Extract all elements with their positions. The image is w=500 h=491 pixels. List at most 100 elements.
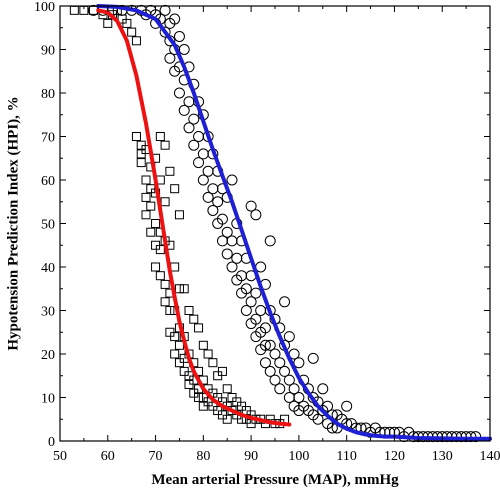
data-point-circle <box>264 365 276 377</box>
plot-frame <box>59 5 491 442</box>
x-tick-label: 130 <box>432 449 453 464</box>
data-point-circle <box>279 365 291 377</box>
data-point-circle <box>216 213 228 225</box>
data-point-square <box>174 284 184 294</box>
data-point-square <box>170 184 180 194</box>
data-point-circle <box>322 400 334 412</box>
data-point-square <box>151 262 161 272</box>
data-point-square <box>198 340 208 350</box>
y-tick-label: 30 <box>41 305 55 320</box>
data-point-circle <box>269 374 281 386</box>
data-point-circle <box>197 174 209 186</box>
data-point-square <box>165 306 175 315</box>
data-point-square <box>170 349 180 359</box>
data-point-circle <box>293 357 305 369</box>
data-point-square <box>141 192 151 202</box>
data-point-circle <box>283 374 295 386</box>
data-point-circle <box>326 422 338 434</box>
data-point-square <box>160 279 170 289</box>
data-point-circle <box>178 44 190 55</box>
data-point-circle <box>221 226 233 238</box>
data-point-square <box>203 349 213 359</box>
data-point-square <box>151 219 161 228</box>
y-tick-label: 50 <box>41 218 55 233</box>
x-tick-label: 110 <box>336 449 356 464</box>
data-point-square <box>155 271 165 281</box>
data-point-circle <box>264 235 276 247</box>
data-point-square <box>127 27 137 37</box>
data-point-square <box>155 245 165 255</box>
data-point-circle <box>207 183 219 195</box>
data-point-circle <box>169 13 181 25</box>
y-tick-label: 10 <box>41 392 55 407</box>
data-point-circle <box>312 413 324 425</box>
data-point-square <box>208 358 218 368</box>
data-point-circle <box>259 339 271 351</box>
x-tick-label: 50 <box>53 449 67 464</box>
y-axis-title: Hypotension Prediction Index (HPI), % <box>5 96 21 350</box>
x-tick-label: 100 <box>288 449 309 464</box>
y-tick-label: 80 <box>41 87 55 102</box>
data-point-circle <box>250 209 262 221</box>
fit-curve <box>96 8 292 427</box>
data-point-circle <box>288 383 300 395</box>
data-point-circle <box>183 122 195 134</box>
data-point-circle <box>259 357 271 369</box>
data-point-circle <box>307 352 319 364</box>
data-point-circle <box>269 348 281 360</box>
y-tick-label: 0 <box>48 435 55 450</box>
data-point-square <box>160 197 170 207</box>
data-point-circle <box>274 383 286 395</box>
data-point-circle <box>245 200 257 212</box>
data-point-circle <box>183 96 195 108</box>
data-point-square <box>141 210 151 220</box>
data-point-circle <box>173 87 185 99</box>
data-point-circle <box>250 287 262 299</box>
data-point-square <box>179 284 189 294</box>
data-point-square <box>174 340 184 350</box>
data-point-square <box>160 297 170 307</box>
data-point-square <box>131 36 141 46</box>
fit-curve <box>96 4 492 441</box>
y-tick-label: 20 <box>41 348 55 363</box>
data-point-circle <box>264 339 276 351</box>
data-point-square <box>194 323 204 333</box>
data-point-square <box>170 262 180 272</box>
x-tick-label: 90 <box>244 449 258 464</box>
data-point-square <box>222 414 232 424</box>
data-point-square <box>146 227 156 237</box>
data-point-square <box>141 175 151 185</box>
x-axis: 50 60 70 80 90 100 110 120 130 140 <box>53 6 500 464</box>
plot-marks <box>69 4 492 443</box>
data-point-circle <box>245 296 257 308</box>
data-point-circle <box>250 313 262 325</box>
data-point-square <box>184 306 194 315</box>
data-point-circle <box>188 139 200 151</box>
data-point-circle <box>240 283 252 295</box>
y-tick-label: 100 <box>34 0 55 15</box>
data-point-circle <box>274 357 286 369</box>
data-point-circle <box>226 235 238 247</box>
data-point-circle <box>173 30 185 42</box>
x-tick-label: 60 <box>101 449 115 464</box>
data-point-circle <box>231 252 243 264</box>
data-point-square <box>170 332 180 342</box>
data-point-square <box>131 132 141 141</box>
data-point-circle <box>221 248 233 260</box>
y-tick-label: 70 <box>41 131 55 146</box>
data-point-circle <box>202 165 214 177</box>
data-point-square <box>103 18 113 28</box>
data-point-circle <box>164 52 176 64</box>
data-point-square <box>122 18 132 28</box>
data-point-circle <box>255 305 267 316</box>
data-point-circle <box>178 104 190 116</box>
x-tick-label: 80 <box>196 449 210 464</box>
data-point-square <box>222 384 232 394</box>
data-point-circle <box>283 331 295 343</box>
data-point-circle <box>188 113 200 125</box>
data-point-circle <box>193 157 205 169</box>
data-point-circle <box>279 296 291 308</box>
data-point-square <box>189 314 199 324</box>
data-point-circle <box>341 400 353 412</box>
